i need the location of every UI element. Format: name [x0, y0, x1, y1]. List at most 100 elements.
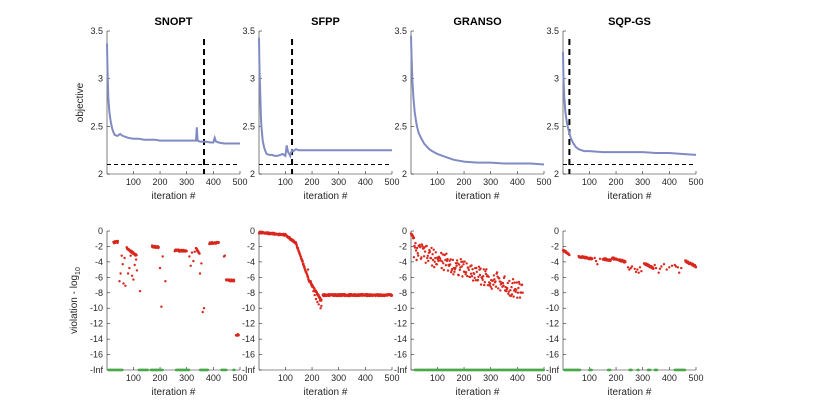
violation-point — [674, 265, 678, 268]
violation-point — [678, 271, 681, 274]
violation-point — [658, 267, 662, 270]
violation-point — [455, 259, 459, 262]
violation-point — [487, 275, 490, 278]
violation-point — [445, 252, 448, 255]
violation-point — [437, 259, 440, 263]
feasible-point — [609, 368, 612, 372]
violation-point — [414, 249, 418, 252]
y-tick-label: -10 — [90, 303, 103, 313]
violation-point — [427, 259, 430, 263]
feasible-point — [233, 368, 236, 372]
x-tick-label: 300 — [483, 373, 498, 383]
x-tick-label: 100 — [582, 373, 597, 383]
y-tick-label: 3 — [98, 74, 103, 84]
violation-point — [318, 299, 322, 302]
violation-point — [434, 251, 437, 254]
violation-point — [420, 256, 423, 259]
violation-point — [637, 271, 640, 274]
violation-point — [494, 285, 498, 288]
violation-point — [609, 259, 612, 262]
violation-point — [509, 289, 512, 292]
violation-point — [662, 263, 666, 266]
x-tick-label: 400 — [358, 177, 373, 187]
violation-point — [499, 289, 502, 292]
y-tick-label: -16 — [90, 350, 103, 360]
violation-point — [423, 250, 427, 253]
x-tick-label: 100 — [430, 177, 445, 187]
y-tick-label: -12 — [242, 319, 255, 329]
violation-point — [652, 267, 655, 270]
violation-point — [440, 266, 443, 270]
y-tick-label: 3.5 — [546, 26, 559, 36]
violation-point — [517, 280, 521, 284]
violation-point — [680, 266, 683, 270]
y-tick-label: 2 — [98, 169, 103, 179]
y-tick-label: 2.5 — [90, 121, 103, 131]
violation-point — [413, 246, 417, 249]
x-tick-label: 500 — [384, 177, 399, 187]
violation-point — [429, 257, 433, 260]
panel-top-0: 100 200 300 400 500 2 2.5 3 3.5 iteration # SNOPT o… — [75, 16, 248, 202]
violation-point — [451, 258, 454, 262]
y-tick-label: -Inf — [90, 365, 104, 375]
feasible-point — [630, 368, 633, 372]
x-axis-label: iteration # — [152, 387, 196, 398]
violation-point — [433, 260, 436, 263]
x-tick-label: 400 — [358, 373, 373, 383]
violation-point — [123, 256, 126, 260]
violation-point — [202, 307, 206, 310]
violation-point — [501, 282, 505, 285]
x-tick-label: 300 — [179, 373, 194, 383]
y-tick-label: -14 — [242, 334, 255, 344]
y-tick-label: -12 — [546, 319, 559, 329]
violation-point — [461, 275, 464, 278]
violation-point — [513, 281, 516, 284]
violation-point — [446, 257, 449, 261]
violation-point — [445, 259, 449, 263]
violation-point — [670, 264, 674, 267]
violation-point — [484, 270, 487, 273]
violation-point — [138, 290, 142, 293]
violation-point — [449, 258, 452, 261]
feasible-point — [146, 368, 150, 372]
x-tick-label: 400 — [662, 177, 677, 187]
panel-bottom-1: 100 200 300 400 500 0 -2 -4 -6 -8 -10 -12 -14 -16 -Inf… — [242, 226, 400, 398]
violation-point — [455, 264, 458, 267]
y-tick-label: -12 — [394, 319, 407, 329]
violation-point — [676, 266, 680, 269]
violation-point — [390, 294, 394, 297]
violation-point — [190, 251, 194, 254]
violation-point — [135, 269, 139, 272]
violation-point — [465, 262, 468, 265]
violation-point — [668, 266, 671, 269]
violation-point — [134, 258, 138, 261]
x-tick-label: 300 — [179, 177, 194, 187]
x-tick-label: 100 — [430, 373, 445, 383]
violation-point — [492, 283, 495, 286]
violation-point — [426, 256, 429, 260]
x-tick-label: 400 — [662, 373, 677, 383]
violation-point — [475, 270, 478, 274]
panel-title: SQP-GS — [608, 16, 651, 28]
feasible-point — [578, 368, 582, 372]
objective-series-line — [562, 51, 697, 156]
violation-point — [217, 241, 220, 244]
violation-point — [660, 265, 663, 268]
feasible-point — [206, 368, 210, 372]
violation-point — [514, 290, 517, 293]
violation-point — [477, 265, 481, 268]
y-tick-label: -2 — [399, 241, 407, 251]
violation-point — [122, 282, 125, 285]
violation-point — [120, 254, 123, 257]
violation-point — [624, 260, 627, 264]
violation-point — [466, 274, 469, 278]
x-tick-label: 300 — [483, 177, 498, 187]
violation-point — [494, 280, 497, 283]
x-axis-label: iteration # — [152, 191, 196, 202]
violation-point — [426, 254, 429, 257]
feasible-point — [649, 368, 652, 372]
violation-point — [596, 263, 599, 266]
violation-point — [473, 276, 476, 279]
feasible-point — [683, 368, 687, 372]
y-tick-label: -Inf — [242, 365, 256, 375]
